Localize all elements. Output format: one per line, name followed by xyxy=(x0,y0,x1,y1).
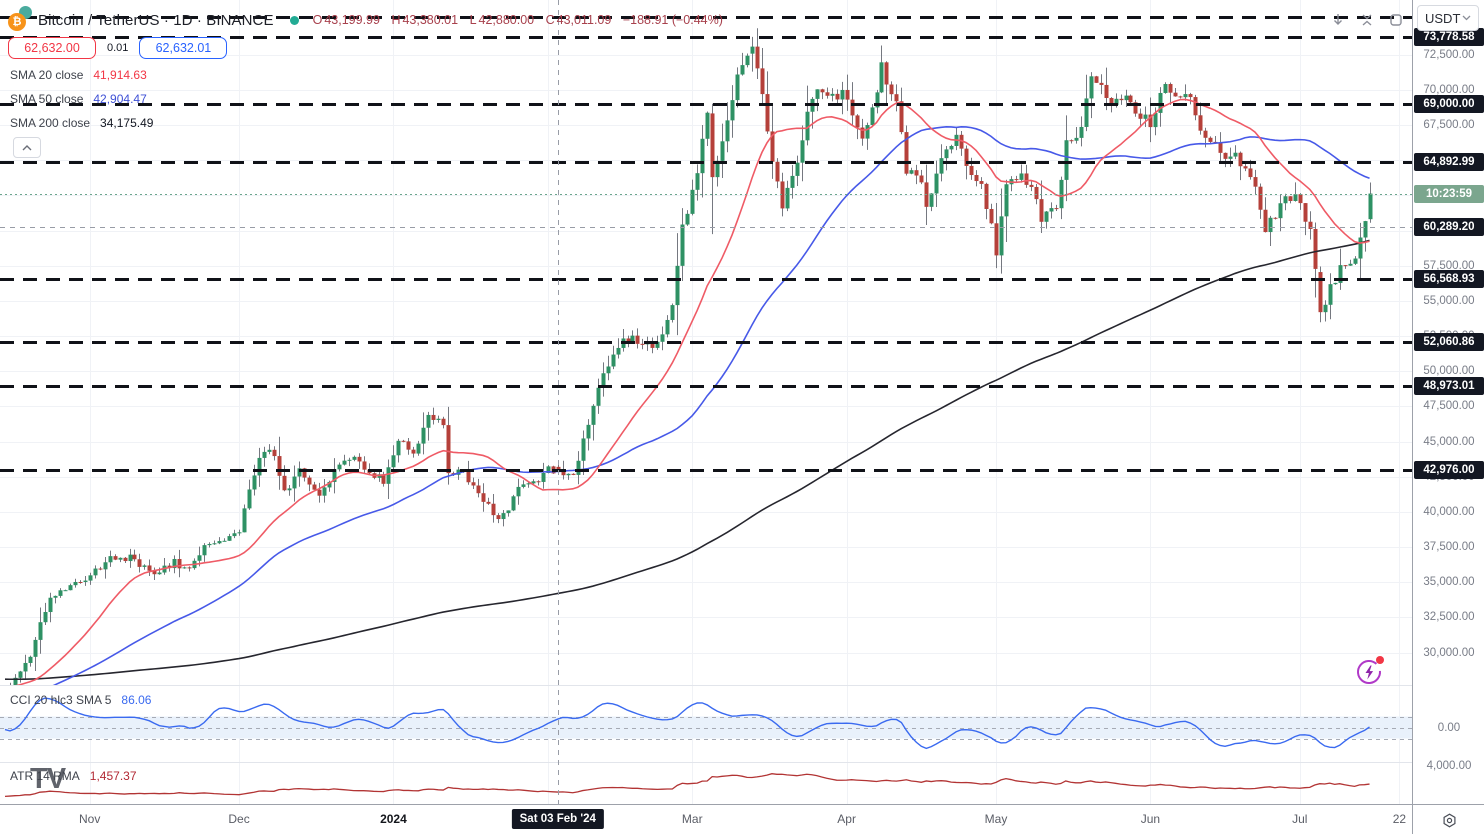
price-tick-label: 32,500.00 xyxy=(1423,611,1475,624)
change-value: −188.91 (−0.44%) xyxy=(622,13,723,27)
price-axis[interactable]: USDT 10:23:59 60,289.20 30,000.00 32,500.… xyxy=(1412,0,1484,804)
price-tick-label: 70,000.00 xyxy=(1423,83,1475,96)
open-label: O xyxy=(312,13,323,27)
time-tick-label: Dec xyxy=(228,812,250,826)
close-value: 43,011.09 xyxy=(556,13,612,27)
price-tick-label: 55,000.00 xyxy=(1423,294,1475,307)
scroll-to-recent-button[interactable] xyxy=(1326,8,1350,32)
market-status-icon[interactable] xyxy=(289,15,299,25)
bitcoin-pair-logo-icon: ₿ xyxy=(8,6,32,31)
legend-row-cci[interactable]: CCI 20 hlc3 SMA 5 86.06 xyxy=(10,692,151,708)
chevron-down-icon xyxy=(1462,15,1471,21)
arrow-down-icon xyxy=(1334,14,1342,25)
notification-dot xyxy=(1376,656,1384,664)
tradingview-watermark: TV xyxy=(30,763,66,795)
legend-row-sma50[interactable]: SMA 50 close 42,904.47 xyxy=(10,91,147,107)
trade-buttons-row: 62,632.00 0.01 62,632.01 xyxy=(8,37,228,59)
symbol-title[interactable]: Bitcoin / TetherUS · 1D · BINANCE xyxy=(38,11,274,29)
crosshair-price-badge: 60,289.20 xyxy=(1414,217,1484,236)
price-tick-label: 40,000.00 xyxy=(1423,505,1475,518)
level-price-badge: 56,568.93 xyxy=(1414,269,1484,288)
cci-value: 86.06 xyxy=(121,693,152,707)
level-price-badge: 52,060.86 xyxy=(1414,333,1484,352)
sma50-value: 42,904.47 xyxy=(93,92,147,106)
legend-row-sma20[interactable]: SMA 20 close 41,914.63 xyxy=(10,67,147,83)
crosshair-time-badge: Sat 03 Feb '24 xyxy=(511,809,604,829)
open-value: 43,199.99 xyxy=(324,13,380,27)
level-price-badge: 64,892.99 xyxy=(1414,152,1484,171)
time-axis-settings[interactable] xyxy=(1412,804,1484,834)
level-price-badge: 42,976.00 xyxy=(1414,461,1484,480)
sell-button[interactable]: 62,632.00 xyxy=(8,37,96,59)
price-tick-label: 50,000.00 xyxy=(1423,365,1475,378)
maximize-pane-button[interactable] xyxy=(1384,8,1408,32)
bar-countdown-badge: 10:23:59 xyxy=(1414,184,1484,203)
sma20-label: SMA 20 close xyxy=(10,68,84,82)
chart-canvas[interactable] xyxy=(0,0,1412,804)
price-tick-label: 47,500.00 xyxy=(1423,400,1475,413)
atr-value: 1,457.37 xyxy=(89,769,137,783)
pane-axis-label: 0.00 xyxy=(1437,721,1461,734)
time-tick-label: Jun xyxy=(1140,812,1161,826)
price-tick-label: 72,500.00 xyxy=(1423,48,1475,61)
level-price-badge: 48,973.01 xyxy=(1414,376,1484,395)
pane-axis-label: 4,000.00 xyxy=(1426,760,1472,772)
collapse-panes-icon xyxy=(1362,14,1372,26)
currency-label: USDT xyxy=(1425,10,1461,26)
flash-alerts-button[interactable] xyxy=(1355,656,1384,686)
cci-label: CCI 20 hlc3 SMA 5 xyxy=(10,693,112,707)
spread-value: 0.01 xyxy=(105,42,131,54)
gear-icon xyxy=(1443,813,1455,828)
collapse-panes-button[interactable] xyxy=(1355,8,1379,32)
maximize-icon xyxy=(1390,14,1402,26)
level-price-badge: 73,778.58 xyxy=(1414,27,1484,46)
legend-row-sma200[interactable]: SMA 200 close 34,175.49 xyxy=(10,115,153,131)
legend-row-atr[interactable]: ATR 14 RMA 1,457.37 xyxy=(10,768,137,784)
high-label: H xyxy=(391,13,401,27)
price-tick-label: 57,500.00 xyxy=(1423,259,1475,272)
buy-button[interactable]: 62,632.01 xyxy=(139,37,228,59)
ohlc-readout: O 43,199.99 H 43,380.01 L 42,880.00 C 43,011… xyxy=(313,13,723,27)
bitcoin-logo-icon: ₿ xyxy=(8,13,26,31)
close-label: C xyxy=(545,13,555,27)
time-tick-label: Mar xyxy=(681,812,703,826)
time-tick-label: 22 xyxy=(1392,812,1407,826)
sma50-label: SMA 50 close xyxy=(10,92,84,106)
sma20-value: 41,914.63 xyxy=(93,68,147,82)
time-axis[interactable]: Sat 03 Feb '24 Nov Dec 2024 Mar Apr May Jun Jul… xyxy=(0,804,1412,834)
price-tick-label: 37,500.00 xyxy=(1423,541,1475,554)
low-label: L xyxy=(469,13,477,27)
price-tick-label: 30,000.00 xyxy=(1423,646,1475,659)
price-tick-label: 35,000.00 xyxy=(1423,576,1475,589)
time-tick-label: Apr xyxy=(837,812,856,826)
symbol-header: ₿ Bitcoin / TetherUS · 1D · BINANCE O 43,… xyxy=(8,6,723,33)
chevron-up-icon xyxy=(22,144,32,150)
time-tick-label: May xyxy=(984,812,1008,826)
high-value: 43,380.01 xyxy=(402,13,459,27)
currency-dropdown[interactable]: USDT xyxy=(1417,5,1479,31)
time-tick-label: Nov xyxy=(78,812,101,826)
low-value: 42,880.00 xyxy=(478,13,535,27)
level-price-badge: 69,000.00 xyxy=(1414,95,1484,113)
legend-collapse-button[interactable] xyxy=(13,137,41,158)
sma200-value: 34,175.49 xyxy=(100,116,154,130)
price-tick-label: 45,000.00 xyxy=(1423,435,1475,448)
time-tick-label: Jul xyxy=(1292,812,1308,826)
atr-label: ATR 14 RMA xyxy=(10,769,80,783)
lightning-icon xyxy=(1357,660,1381,684)
chart-toolbar xyxy=(1326,8,1408,32)
sma200-label: SMA 200 close xyxy=(10,116,91,130)
price-tick-label: 67,500.00 xyxy=(1423,119,1475,132)
time-tick-label: 2024 xyxy=(380,812,407,826)
